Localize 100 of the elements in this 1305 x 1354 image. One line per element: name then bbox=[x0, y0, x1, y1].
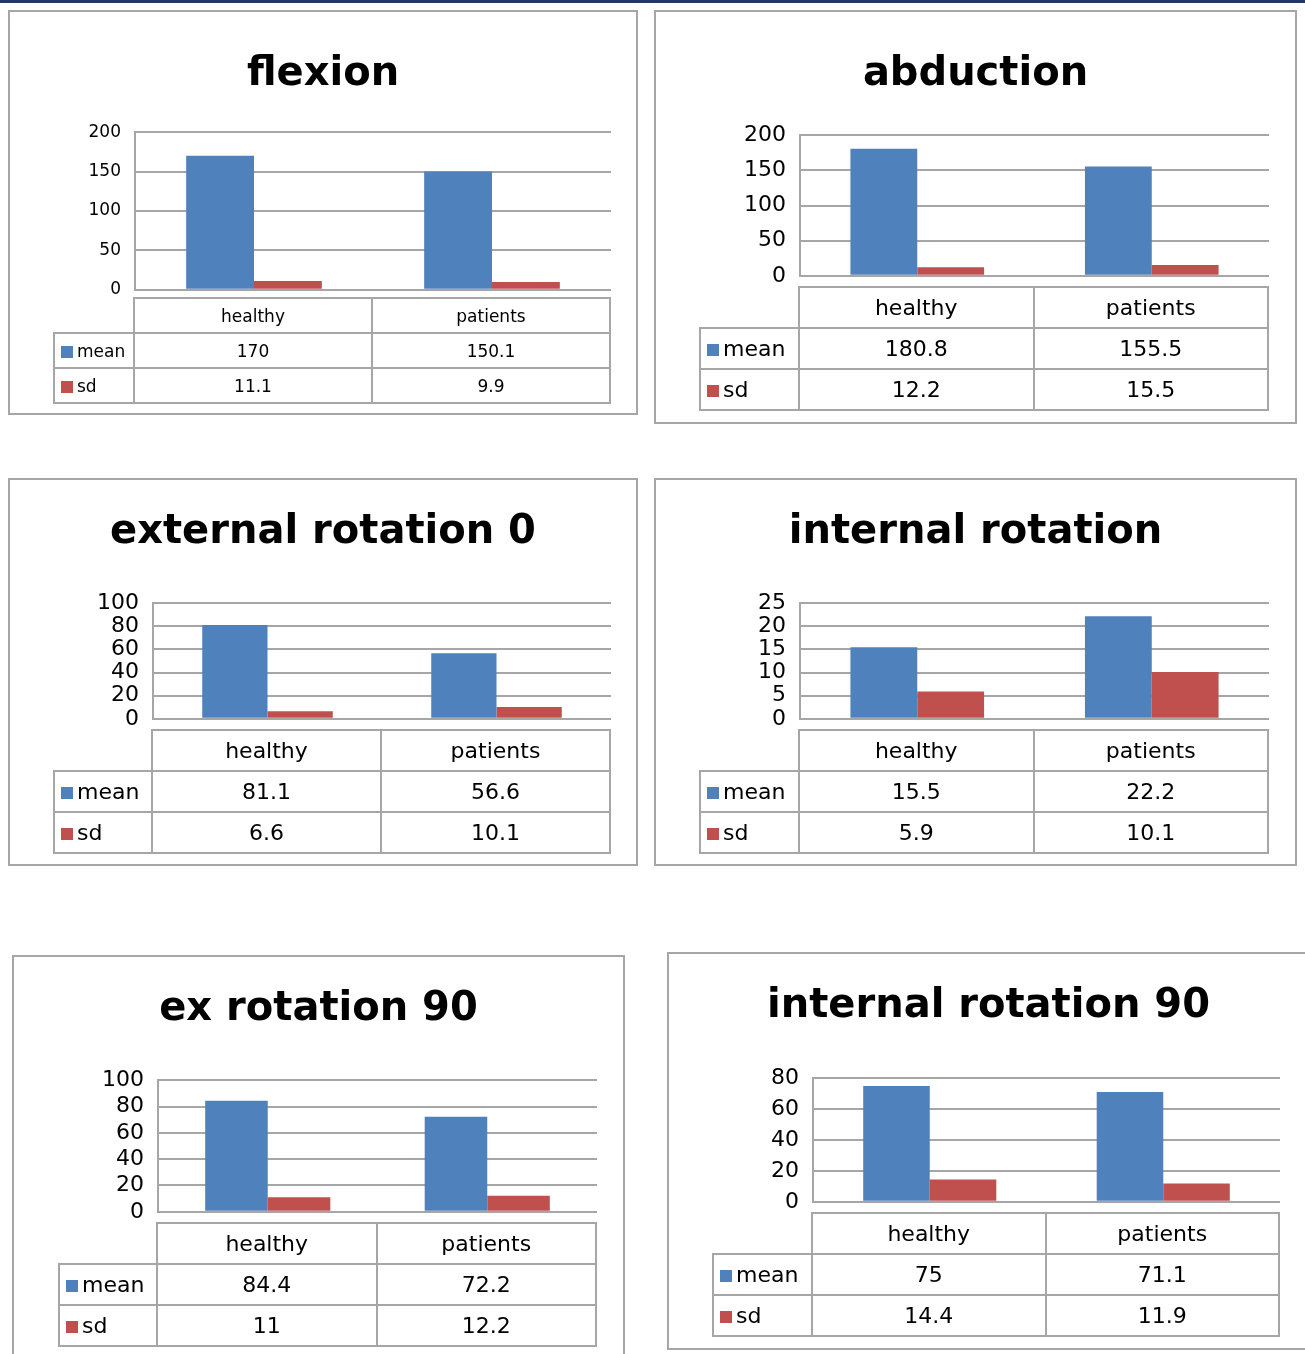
chart-title: internal rotation bbox=[787, 506, 1164, 552]
y-tick-label: 25 bbox=[758, 588, 786, 614]
bar bbox=[1151, 672, 1219, 718]
y-tick-label: 100 bbox=[744, 191, 786, 217]
chart-title: external rotation 0 bbox=[109, 506, 537, 552]
x-tick-label: patients bbox=[381, 730, 610, 771]
bar bbox=[267, 1197, 331, 1211]
chart-title: abduction bbox=[861, 48, 1090, 94]
x-tick-label: healthy bbox=[812, 1213, 1046, 1254]
y-tick-label: 20 bbox=[116, 1171, 144, 1197]
y-tick-label: 0 bbox=[125, 704, 139, 730]
bar bbox=[254, 281, 322, 289]
data-label: 15.5 bbox=[799, 771, 1034, 812]
y-tick-label: 80 bbox=[111, 612, 139, 638]
legend-label: sd bbox=[736, 1303, 762, 1328]
y-tick-label: 0 bbox=[772, 704, 786, 730]
legend-label: mean bbox=[723, 779, 786, 804]
data-label: 72.2 bbox=[376, 1264, 596, 1305]
data-label: 81.1 bbox=[152, 771, 381, 812]
bar bbox=[929, 1179, 997, 1201]
y-tick-label: 60 bbox=[116, 1118, 144, 1144]
legend-label: mean bbox=[77, 340, 126, 361]
y-tick-label: 100 bbox=[88, 199, 121, 220]
x-tick-label: healthy bbox=[152, 730, 381, 771]
bar bbox=[202, 625, 268, 718]
data-label: 56.6 bbox=[381, 771, 610, 812]
x-tick-label: patients bbox=[1045, 1213, 1279, 1254]
bar bbox=[1084, 166, 1152, 275]
data-label: 12.2 bbox=[799, 369, 1034, 410]
data-label: 75 bbox=[812, 1254, 1046, 1295]
y-tick-label: 40 bbox=[771, 1125, 799, 1151]
legend-label: mean bbox=[723, 336, 786, 361]
bar bbox=[1163, 1183, 1230, 1201]
y-tick-label: 15 bbox=[758, 635, 786, 661]
x-tick-label: patients bbox=[1033, 287, 1268, 328]
data-label: 170 bbox=[134, 333, 372, 368]
x-tick-label: healthy bbox=[134, 298, 372, 333]
data-label: 10.1 bbox=[1033, 812, 1268, 853]
bar bbox=[424, 1116, 488, 1211]
data-label: 71.1 bbox=[1045, 1254, 1279, 1295]
data-label: 12.2 bbox=[376, 1305, 596, 1346]
y-tick-label: 50 bbox=[758, 226, 786, 252]
y-tick-label: 0 bbox=[785, 1187, 799, 1213]
bar bbox=[424, 171, 492, 289]
y-tick-label: 40 bbox=[111, 658, 139, 684]
bar bbox=[850, 148, 918, 275]
bar bbox=[917, 691, 985, 718]
x-tick-label: patients bbox=[1033, 730, 1268, 771]
data-label: 11.1 bbox=[134, 368, 372, 403]
legend-label: sd bbox=[723, 820, 749, 845]
bar bbox=[186, 155, 254, 289]
y-tick-label: 200 bbox=[88, 120, 121, 141]
data-label: 9.9 bbox=[372, 368, 610, 403]
data-label: 155.5 bbox=[1033, 328, 1268, 369]
data-label: 150.1 bbox=[372, 333, 610, 368]
x-tick-label: healthy bbox=[799, 730, 1034, 771]
data-label: 11.9 bbox=[1045, 1295, 1279, 1336]
legend-label: sd bbox=[723, 377, 749, 402]
y-tick-label: 0 bbox=[130, 1197, 144, 1223]
data-label: 5.9 bbox=[799, 812, 1034, 853]
x-tick-label: patients bbox=[372, 298, 610, 333]
data-label: 22.2 bbox=[1033, 771, 1268, 812]
y-tick-label: 80 bbox=[771, 1063, 799, 1089]
data-label: 180.8 bbox=[799, 328, 1034, 369]
bar bbox=[917, 267, 985, 275]
legend-label: sd bbox=[77, 375, 97, 396]
data-label: 14.4 bbox=[812, 1295, 1046, 1336]
legend-label: sd bbox=[77, 820, 103, 845]
x-tick-label: healthy bbox=[157, 1223, 377, 1264]
y-tick-label: 150 bbox=[744, 156, 786, 182]
x-tick-label: healthy bbox=[799, 287, 1034, 328]
x-tick-label: patients bbox=[376, 1223, 596, 1264]
legend-label: mean bbox=[82, 1272, 145, 1297]
y-tick-label: 100 bbox=[97, 588, 139, 614]
bar bbox=[1084, 616, 1152, 718]
chart-title: ex rotation 90 bbox=[158, 983, 479, 1029]
data-label: 10.1 bbox=[381, 812, 610, 853]
y-tick-label: 80 bbox=[116, 1092, 144, 1118]
y-tick-label: 100 bbox=[102, 1065, 144, 1091]
bar bbox=[267, 711, 333, 718]
bar bbox=[205, 1100, 268, 1211]
data-label: 15.5 bbox=[1033, 369, 1268, 410]
bar bbox=[431, 653, 497, 718]
legend-label: sd bbox=[82, 1313, 108, 1338]
y-tick-label: 60 bbox=[771, 1094, 799, 1120]
data-label: 11 bbox=[157, 1305, 377, 1346]
y-tick-label: 200 bbox=[744, 120, 786, 146]
data-label: 84.4 bbox=[157, 1264, 377, 1305]
legend-label: mean bbox=[77, 779, 140, 804]
y-tick-label: 20 bbox=[771, 1156, 799, 1182]
y-tick-label: 0 bbox=[772, 261, 786, 287]
chart-title: flexion bbox=[245, 48, 401, 94]
chart-title: internal rotation 90 bbox=[766, 980, 1211, 1026]
bar bbox=[850, 647, 918, 718]
y-tick-label: 5 bbox=[772, 681, 786, 707]
y-tick-label: 20 bbox=[758, 612, 786, 638]
bar bbox=[863, 1085, 930, 1201]
bar bbox=[487, 1195, 550, 1211]
y-tick-label: 40 bbox=[116, 1144, 144, 1170]
bar bbox=[496, 707, 562, 718]
